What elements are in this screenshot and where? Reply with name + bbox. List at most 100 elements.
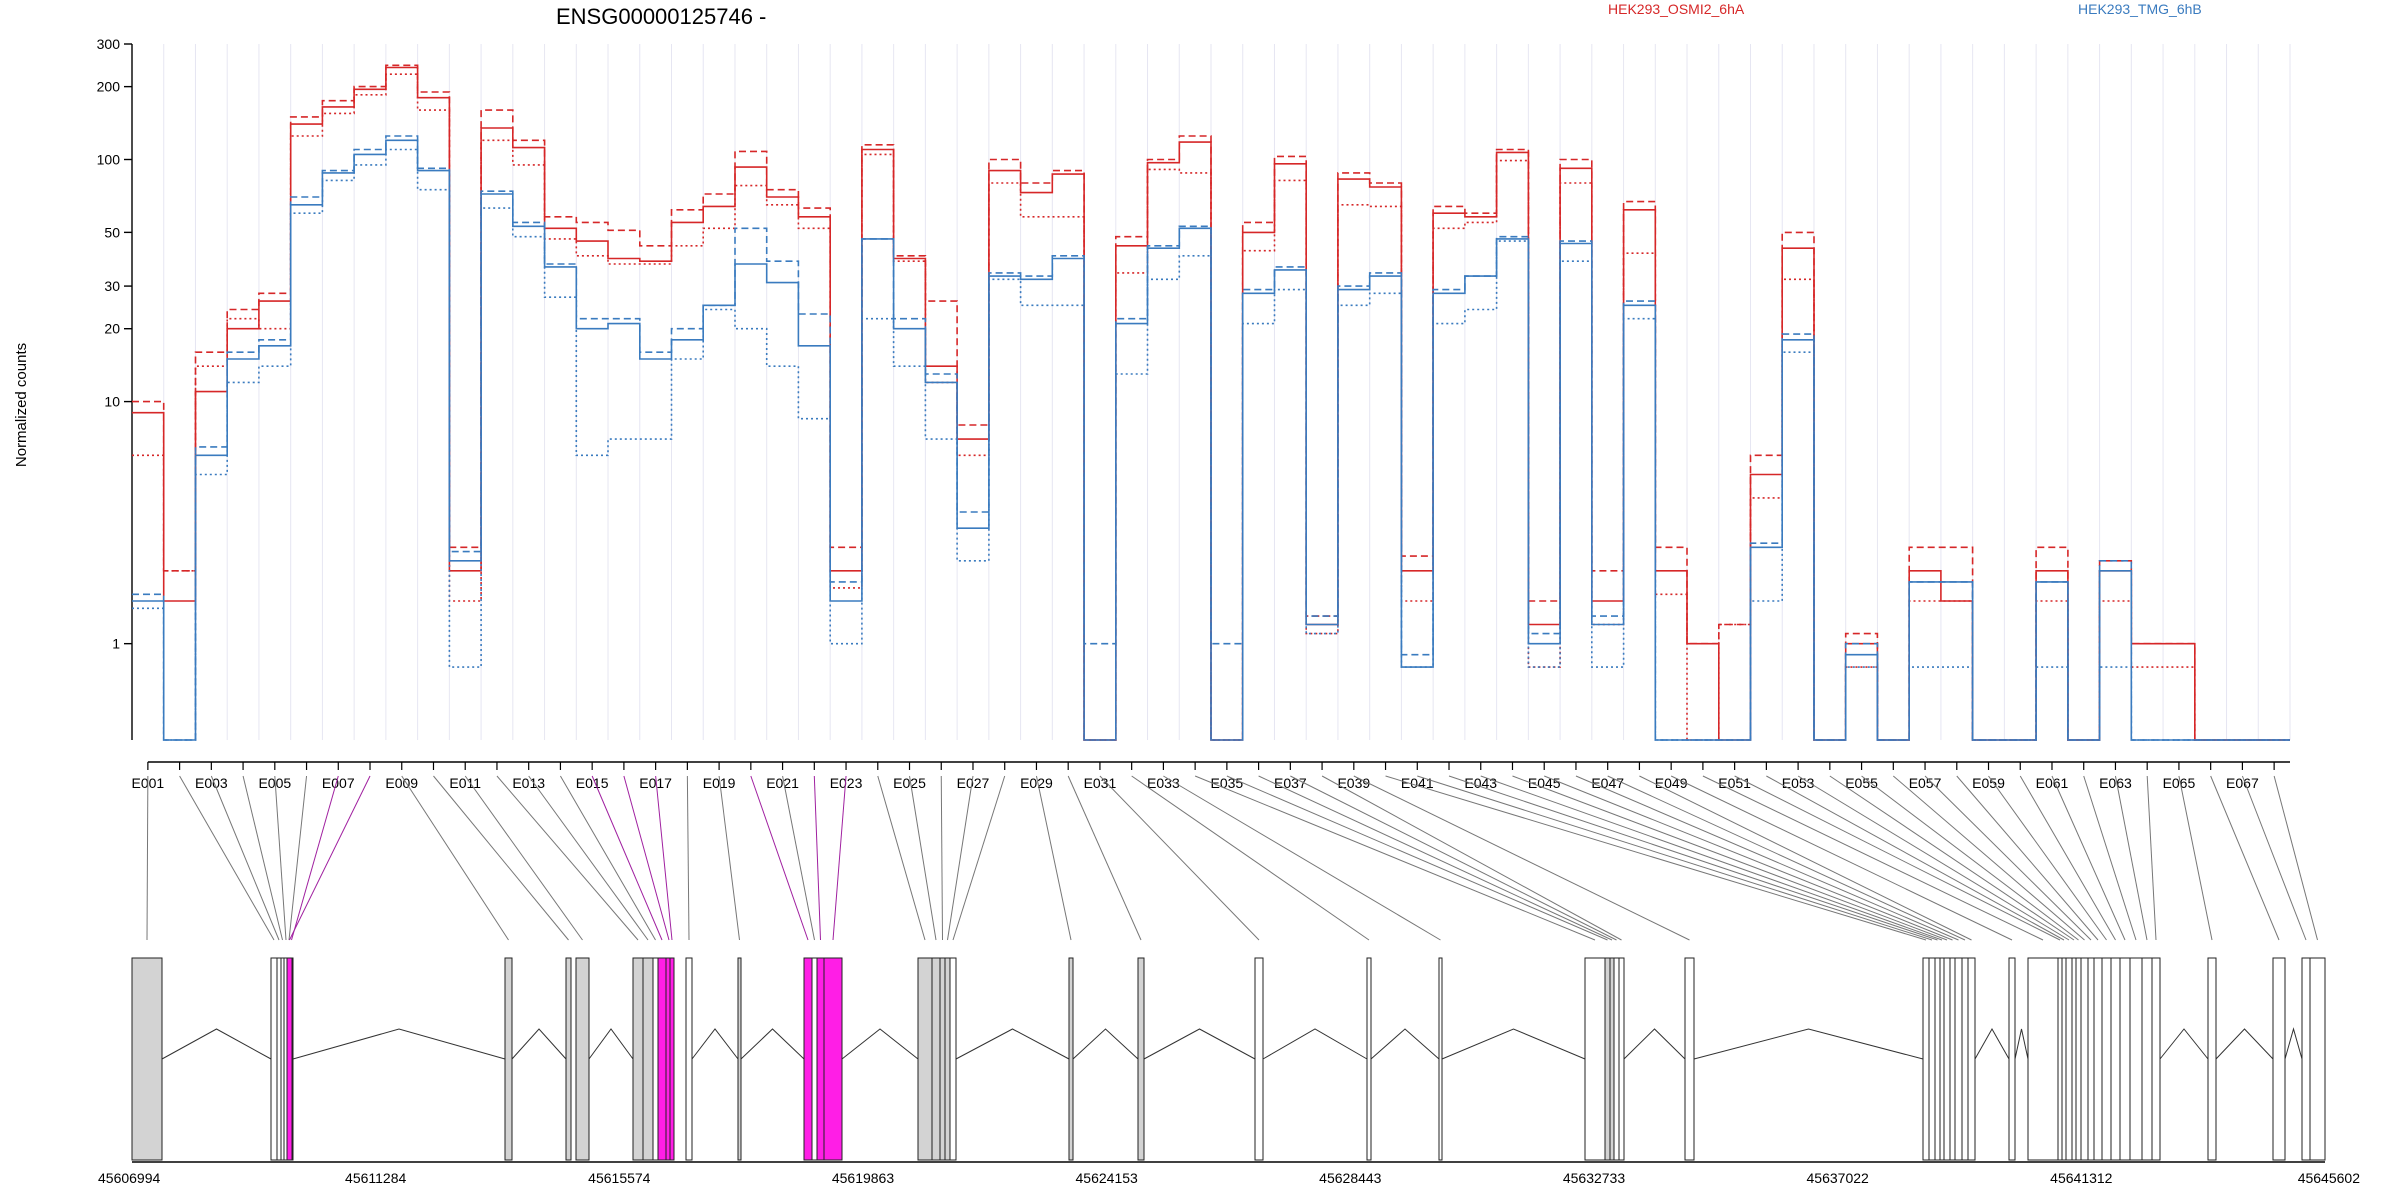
intron-line xyxy=(2215,1028,2274,1060)
x-tick-label: E017 xyxy=(639,775,672,791)
exon-block xyxy=(949,957,957,1161)
legend-label: HEK293_TMG_6hB xyxy=(2078,1,2202,17)
genomic-tick-label: 45606994 xyxy=(98,1170,161,1186)
genomic-tick-label: 45624153 xyxy=(1076,1170,1139,1186)
exon-connector xyxy=(1797,775,2070,941)
x-tick-label: E009 xyxy=(385,775,418,791)
exon-block xyxy=(1604,957,1611,1161)
exon-block xyxy=(2129,957,2143,1161)
exon-block xyxy=(1939,957,1945,1161)
intron-line xyxy=(2159,1028,2209,1060)
exon-connector xyxy=(909,775,937,941)
exon-block xyxy=(1949,957,1956,1161)
exon-connector xyxy=(1575,775,1959,941)
y-tick-label: 20 xyxy=(104,321,120,337)
x-tick-label: E039 xyxy=(1337,775,1370,791)
exon-block xyxy=(632,957,644,1161)
exon-block xyxy=(685,957,693,1161)
exon-connector xyxy=(2146,775,2157,941)
exon-block xyxy=(944,957,951,1161)
exon-block xyxy=(2027,957,2059,1161)
x-tick-label: E051 xyxy=(1718,775,1751,791)
exon-connector xyxy=(1480,775,1943,941)
intron-line xyxy=(1623,1028,1686,1060)
exon-block xyxy=(2301,957,2311,1161)
exon-connector xyxy=(146,775,149,941)
exon-connector xyxy=(1544,775,1953,941)
chart-title: ENSG00000125746 - xyxy=(556,4,766,29)
exon-connector xyxy=(559,775,656,941)
genomic-tick-label: 45611284 xyxy=(345,1170,406,1186)
exon-connector xyxy=(2273,775,2318,941)
exon-block xyxy=(652,957,659,1161)
exon-connector xyxy=(940,775,943,941)
x-tick-label: E047 xyxy=(1591,775,1624,791)
exon-block xyxy=(816,957,825,1161)
x-tick-label: E035 xyxy=(1211,775,1244,791)
exon-block xyxy=(2207,957,2217,1161)
x-tick-label: E055 xyxy=(1845,775,1878,791)
y-tick-label: 30 xyxy=(104,278,120,294)
exon-connector xyxy=(623,775,670,941)
x-tick-label: E065 xyxy=(2163,775,2196,791)
exon-connector xyxy=(1035,775,1072,941)
x-axis: E001 E003 E005 E007 E009 E011 E013 E015 E017 E019… xyxy=(132,761,2290,791)
exon-connector xyxy=(1258,775,1613,941)
exon-block xyxy=(276,957,282,1161)
exon-block xyxy=(2151,957,2161,1161)
exon-block xyxy=(2110,957,2121,1161)
intron-line xyxy=(1143,1028,1256,1060)
exon-connector xyxy=(1194,775,1596,941)
genomic-tick-label: 45637022 xyxy=(1807,1170,1870,1186)
exon-connector xyxy=(2051,775,2126,941)
exon-connectors xyxy=(146,775,2318,941)
exon-connector xyxy=(433,775,569,941)
exon-block xyxy=(2272,957,2286,1161)
exon-block xyxy=(2061,957,2067,1161)
exon-block xyxy=(565,957,572,1161)
exon-connector xyxy=(291,775,339,941)
x-tick-label: E021 xyxy=(766,775,799,791)
exon-block xyxy=(1934,957,1941,1161)
exon-block xyxy=(931,957,941,1161)
exon-block xyxy=(2075,957,2082,1161)
intron-line xyxy=(2284,1027,2303,1060)
y-tick-label: 1 xyxy=(112,636,120,652)
exon-block xyxy=(1068,957,1074,1161)
y-tick-label: 300 xyxy=(97,36,121,52)
intron-line xyxy=(1693,1028,1924,1060)
exon-connector xyxy=(782,775,815,941)
series-line xyxy=(132,135,2290,741)
genomic-tick-label: 45645602 xyxy=(2298,1170,2361,1186)
exon-connector xyxy=(1099,775,1260,941)
exon-block xyxy=(1943,957,1951,1161)
genomic-tick-label: 45632733 xyxy=(1563,1170,1626,1186)
x-tick-label: E013 xyxy=(512,775,545,791)
exon-connector xyxy=(274,775,287,941)
exon-block xyxy=(1137,957,1145,1161)
exon-block xyxy=(1684,957,1695,1161)
exon-connector xyxy=(947,775,974,941)
exon-connector xyxy=(2210,775,2280,941)
exon-connector xyxy=(1448,775,1938,941)
x-tick-label: E053 xyxy=(1782,775,1815,791)
exon-block xyxy=(1438,957,1443,1161)
exon-connector xyxy=(718,775,740,941)
y-axis: 1 10 20 30 50 100 200 300 xyxy=(97,36,133,740)
genomic-axis: 45606994 45611284 45615574 45619863 45624153… xyxy=(98,1161,2361,1186)
intron-line xyxy=(292,1028,506,1060)
x-tick-label: E033 xyxy=(1147,775,1180,791)
exon-connector xyxy=(813,775,821,941)
exon-connector xyxy=(1734,775,2061,941)
exon-block xyxy=(504,957,513,1161)
exon-connector xyxy=(2114,775,2148,941)
exon-block xyxy=(803,957,813,1161)
intron-line xyxy=(691,1028,739,1060)
x-tick-label: E041 xyxy=(1401,775,1434,791)
exon-block xyxy=(1618,957,1625,1161)
exon-block xyxy=(1922,957,1930,1161)
x-tick-label: E003 xyxy=(195,775,228,791)
x-tick-label: E057 xyxy=(1909,775,1942,791)
intron-line xyxy=(740,1028,805,1060)
